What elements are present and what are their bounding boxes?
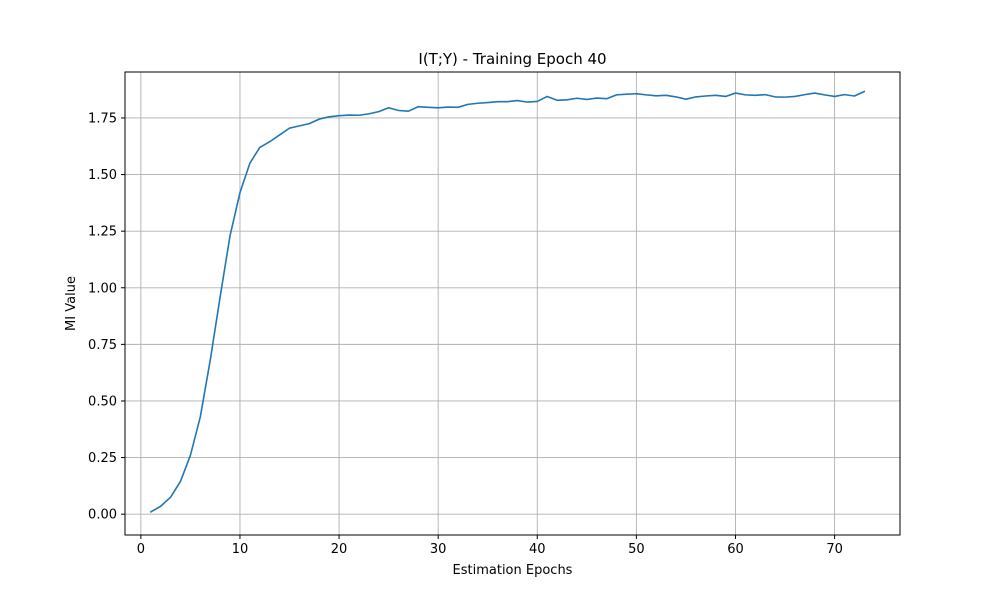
x-axis-label: Estimation Epochs [453,563,573,578]
chart-title: I(T;Y) - Training Epoch 40 [418,50,606,68]
x-tick-label: 40 [529,542,546,557]
series-layer [149,90,866,513]
y-tick-label: 1.50 [88,168,117,183]
x-tick-label: 10 [232,542,249,557]
y-tick-label: 1.00 [88,281,117,296]
y-tick-label: 0.75 [88,338,117,353]
x-tick-label: 30 [430,542,447,557]
y-tick-label: 1.75 [88,111,117,126]
x-tick-label: 70 [826,542,843,557]
x-tick-label: 20 [331,542,348,557]
grid-layer [125,72,900,535]
y-tick-label: 0.25 [88,451,117,466]
y-tick-label: 1.25 [88,225,117,240]
plot-frame [124,71,901,536]
y-tick-label: 0.00 [88,508,117,523]
x-tick-label: 50 [628,542,645,557]
x-tick-label: 60 [727,542,744,557]
y-tick-label: 0.50 [88,394,117,409]
mi-series-line [149,90,866,513]
tick-layer: 0 10 20 30 40 50 60 70 0.00 0.25 0.50 0.75 1.00 1.25 1… [88,111,843,557]
y-axis-label: MI Value [64,276,79,331]
x-tick-label: 0 [137,542,145,557]
